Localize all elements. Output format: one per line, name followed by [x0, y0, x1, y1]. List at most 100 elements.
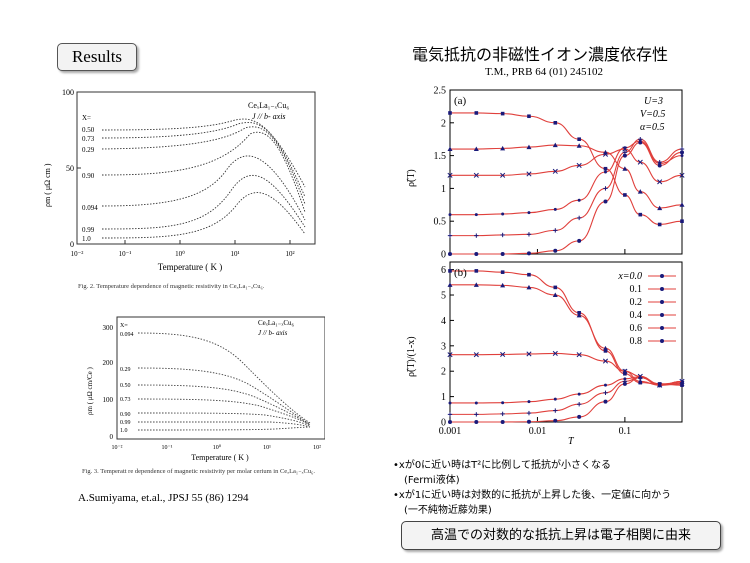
fig3-xtick: 10²	[313, 445, 321, 451]
param-v: V=0.5	[640, 109, 665, 120]
y-tick-label: 2.5	[434, 86, 447, 97]
data-point	[474, 269, 479, 273]
data-point	[448, 401, 452, 405]
fig2-ytick: 50	[66, 164, 74, 173]
data-point	[526, 171, 532, 177]
data-point	[623, 371, 627, 376]
series-line	[449, 141, 683, 255]
data-point	[577, 310, 581, 315]
data-point	[553, 285, 558, 290]
y-tick-label: 0.5	[434, 217, 447, 228]
data-point	[474, 111, 479, 115]
data-point	[603, 399, 608, 404]
bullet-1: •xが0に近い時はT²に比例して抵抗が小さくなる	[393, 460, 611, 471]
data-point	[500, 270, 505, 274]
data-point	[500, 145, 506, 151]
data-point	[576, 352, 582, 358]
data-point	[680, 383, 684, 387]
data-point	[500, 172, 506, 178]
fig2-xtick: 10²	[285, 250, 294, 258]
panel-a-frame	[449, 89, 683, 255]
fig2-xtick: 10⁻²	[71, 250, 84, 258]
data-point	[602, 358, 609, 364]
panel-a-ylabel: ρ̃(T)	[406, 169, 417, 187]
data-point	[577, 137, 581, 141]
data-point	[501, 212, 505, 216]
results-label: Results	[57, 43, 137, 71]
fig2-plot: 100 50 0 10⁻² 10⁻¹ 10⁰ 10¹ 10² Temperatu…	[43, 88, 316, 272]
bullet-2-sub: (一不純物近藤効果)	[404, 505, 492, 516]
y-tick-label: 1.5	[434, 151, 447, 162]
data-point	[553, 397, 557, 401]
fig2-curve-label: 0.29	[82, 146, 95, 154]
series-line	[450, 148, 683, 183]
y-tick-label: 0	[441, 250, 446, 261]
fig3-xtick: 10¹	[263, 445, 271, 451]
fig2-xlabel: Temperature ( K )	[158, 262, 223, 272]
data-point	[603, 166, 608, 171]
fig2-curve-label: 0.50	[82, 126, 95, 134]
fig3-curve-label: 0.90	[120, 412, 131, 418]
data-point	[526, 144, 532, 150]
fig3-curve-label: 0.50	[120, 383, 131, 389]
fig3-ytick: 200	[103, 359, 114, 367]
data-point	[577, 392, 581, 396]
data-point	[603, 199, 608, 204]
conclusion-box: 高温での対数的な抵抗上昇は電子相関に由来	[401, 521, 721, 550]
series-line	[450, 352, 683, 386]
fig2-curve-label: 0.73	[82, 135, 95, 143]
legend-marker	[660, 274, 664, 278]
data-point	[576, 143, 582, 148]
data-point	[638, 212, 643, 217]
data-point	[622, 146, 628, 152]
data-point	[448, 269, 452, 273]
data-point	[448, 420, 452, 424]
series-line	[450, 377, 683, 423]
legend-label: 0.8	[630, 336, 643, 347]
series-line	[449, 140, 683, 216]
fig2-curve-label: 1.0	[82, 235, 91, 243]
data-point	[577, 238, 582, 243]
data-point	[474, 420, 479, 424]
fig2-compound: CeₓLa₁₋ₓCu₆	[248, 101, 289, 110]
legend-marker	[660, 313, 664, 317]
x-tick-label: 0.1	[619, 426, 632, 437]
data-point	[447, 172, 453, 178]
data-point	[448, 213, 452, 217]
data-point	[553, 207, 557, 211]
fig3-caption: Fig. 3. Temperatt re dependence of magne…	[82, 468, 315, 475]
y-tick-label: 5	[441, 291, 446, 302]
fig3-ytick: 100	[103, 396, 114, 404]
data-point	[527, 400, 531, 404]
data-point	[474, 213, 478, 217]
fig3-curve-label: 0.99	[120, 420, 131, 426]
y-tick-label: 2	[441, 118, 446, 129]
fig2-field: J // b- axis	[252, 112, 286, 121]
data-point	[448, 111, 452, 115]
data-point	[603, 383, 607, 387]
fig3-ytick: 300	[103, 324, 114, 332]
data-point	[552, 142, 558, 148]
fig3-curve-label: 0.094	[120, 332, 134, 338]
y-tick-label: 6	[441, 265, 446, 276]
x-axis-label: T	[568, 436, 575, 447]
bullet-1-sub: (Fermi液体)	[404, 475, 460, 486]
fig3-xtick: 10⁻²	[112, 445, 123, 451]
legend: x=0.0 0.1 0.2 0.4 0.6 0.8	[617, 271, 676, 347]
data-point	[500, 111, 505, 116]
fig3-curve-label: 0.29	[120, 367, 131, 373]
fig2-caption: Fig. 2. Temperature dependence of magnet…	[78, 283, 265, 290]
data-point	[657, 205, 663, 211]
data-point	[552, 292, 558, 298]
series-line	[450, 270, 683, 386]
data-point	[552, 350, 558, 356]
data-point	[526, 351, 532, 357]
fig2-ylabel: ρm ( μΩ cm )	[43, 163, 52, 207]
data-point	[553, 418, 558, 423]
fig2-ytick: 0	[70, 240, 74, 249]
fig3-ylabel: ρm ( μΩ cm/Ce )	[86, 367, 94, 415]
data-point	[527, 272, 531, 277]
data-point	[473, 172, 479, 178]
fig3-curve-label: 1.0	[120, 428, 128, 434]
data-point	[622, 153, 627, 158]
